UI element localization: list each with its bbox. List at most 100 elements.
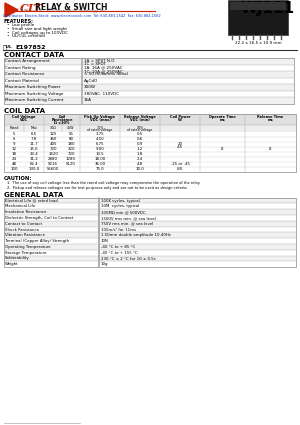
Text: 100K cycles, typical: 100K cycles, typical [101,198,140,202]
Bar [4,58,294,65]
Text: 45W: 45W [67,125,75,130]
Text: Shock Resistance: Shock Resistance [5,227,39,232]
Text: Coil: Coil [58,114,66,119]
Bar [4,209,296,215]
Text: RELAY & SWITCH: RELAY & SWITCH [35,3,107,12]
Text: -40 °C to + 85 °C: -40 °C to + 85 °C [101,245,135,249]
Text: 0.6: 0.6 [137,137,143,141]
Text: 1A: 16A @ 250VAC: 1A: 16A @ 250VAC [84,66,123,70]
Text: Storage Temperature: Storage Temperature [5,251,47,255]
Text: Insulation Resistance: Insulation Resistance [5,210,47,214]
Text: 0.5: 0.5 [137,132,143,136]
Text: 2.4: 2.4 [137,157,143,162]
Text: 100m/s² for 11ms: 100m/s² for 11ms [101,227,136,232]
Text: 230 °C ± 2 °C for 10 ± 0.5s: 230 °C ± 2 °C for 10 ± 0.5s [101,257,156,261]
Text: 30Ω: 30Ω [50,125,56,130]
Text: 9.00: 9.00 [96,147,104,151]
Text: 100: 100 [10,167,18,171]
Text: 6: 6 [13,137,15,141]
Text: 1A = SPST N.O.: 1A = SPST N.O. [84,59,116,63]
Text: 20: 20 [178,142,182,146]
Text: VDC (max): VDC (max) [89,117,110,122]
Bar [228,0,288,35]
Text: 6.75: 6.75 [96,142,104,146]
Text: Weight: Weight [5,262,19,266]
Text: 24: 24 [11,157,16,162]
Text: CONTACT DATA: CONTACT DATA [4,52,64,58]
Text: of rated voltage: of rated voltage [87,128,113,132]
Text: FEATURES:: FEATURES: [3,19,33,24]
Text: 1280: 1280 [66,157,76,162]
Text: 405: 405 [49,142,57,146]
Bar [4,198,296,203]
Bar [4,84,294,91]
Text: 1C = SPDT: 1C = SPDT [84,62,106,66]
Text: 2.  Pickup and release voltages are for test purposes only and are not to be use: 2. Pickup and release voltages are for t… [7,186,188,190]
Bar [4,97,294,104]
Polygon shape [5,3,18,17]
Bar [230,2,286,10]
Text: 380VAC, 110VDC: 380VAC, 110VDC [84,92,119,96]
Bar [4,221,296,227]
Text: 2880: 2880 [48,157,58,162]
Text: 23.4: 23.4 [30,152,38,156]
Text: Dielectric Strength, Coil to Contact: Dielectric Strength, Coil to Contact [5,216,73,220]
Text: 18.00: 18.00 [94,157,106,162]
Text: Maximum Switching Current: Maximum Switching Current [5,98,64,102]
Text: 11.7: 11.7 [30,142,38,146]
Text: Ω ±10%: Ω ±10% [54,121,70,125]
Text: 720: 720 [67,152,75,156]
Text: 10.0: 10.0 [136,167,144,171]
Text: •  Coil voltages up to 100VDC: • Coil voltages up to 100VDC [7,31,68,34]
Text: WJ111: WJ111 [241,1,295,16]
Text: 9216: 9216 [48,162,58,166]
Text: Contact Rating: Contact Rating [5,66,35,70]
Text: 48: 48 [11,162,16,166]
Text: Operate Time: Operate Time [209,114,236,119]
Text: ⒴ᵁᴸ: ⒴ᵁᴸ [3,45,13,51]
Text: 8: 8 [269,147,271,151]
Text: GENERAL DATA: GENERAL DATA [4,192,63,198]
Text: 16A: 16A [84,98,92,102]
Text: Mechanical Life: Mechanical Life [5,204,35,208]
Text: 12: 12 [11,147,16,151]
Text: 4.8: 4.8 [137,162,143,166]
Text: 31.2: 31.2 [30,157,38,162]
Text: 720: 720 [49,147,57,151]
Text: 750V rms min. @ sea level: 750V rms min. @ sea level [101,222,153,226]
Text: •  UL/CUL certified: • UL/CUL certified [7,34,45,38]
Text: 75.0: 75.0 [96,167,104,171]
Text: 80: 80 [68,137,74,141]
Text: Resistance: Resistance [51,117,73,122]
Text: 1.8: 1.8 [137,152,143,156]
Bar [4,244,296,250]
Text: 1.  The use of any coil voltage less than the rated coil voltage may compromise : 1. The use of any coil voltage less than… [7,181,200,184]
Text: .25 or .45: .25 or .45 [171,162,189,166]
Bar [4,232,296,238]
Text: •  Small size and light weight: • Small size and light weight [7,27,67,31]
Text: •  Low profile: • Low profile [7,23,34,27]
Text: Distributor: Electro-Stock  www.electrostock.com  Tel: 630-883-1542  Fax: 630-88: Distributor: Electro-Stock www.electrost… [3,14,161,18]
Text: 18: 18 [11,152,16,156]
Text: 1.50mm double amplitude 10-40Hz: 1.50mm double amplitude 10-40Hz [101,233,171,237]
Text: 8: 8 [221,147,223,151]
Text: Contact Arrangement: Contact Arrangement [5,59,50,63]
Bar [4,58,294,104]
Bar [4,198,296,267]
Text: Operating Temperature: Operating Temperature [5,245,51,249]
Text: Contact to Contact: Contact to Contact [5,222,42,226]
Text: 10%: 10% [136,125,144,130]
Text: 10N: 10N [101,239,109,243]
Text: -40 °C to + 155 °C: -40 °C to + 155 °C [101,251,138,255]
Text: 7.8: 7.8 [31,137,37,141]
Text: Electrical Life @ rated load: Electrical Life @ rated load [5,198,58,202]
Text: 4.50: 4.50 [96,137,104,141]
Text: Maximum Switching Power: Maximum Switching Power [5,85,61,89]
Text: 300W: 300W [84,85,96,89]
Text: Solderability: Solderability [5,257,30,261]
Text: ms: ms [220,117,225,122]
Text: 36.00: 36.00 [94,162,106,166]
Text: Coil Power: Coil Power [169,114,190,119]
Text: 13.5: 13.5 [96,152,104,156]
Text: 360: 360 [49,137,57,141]
